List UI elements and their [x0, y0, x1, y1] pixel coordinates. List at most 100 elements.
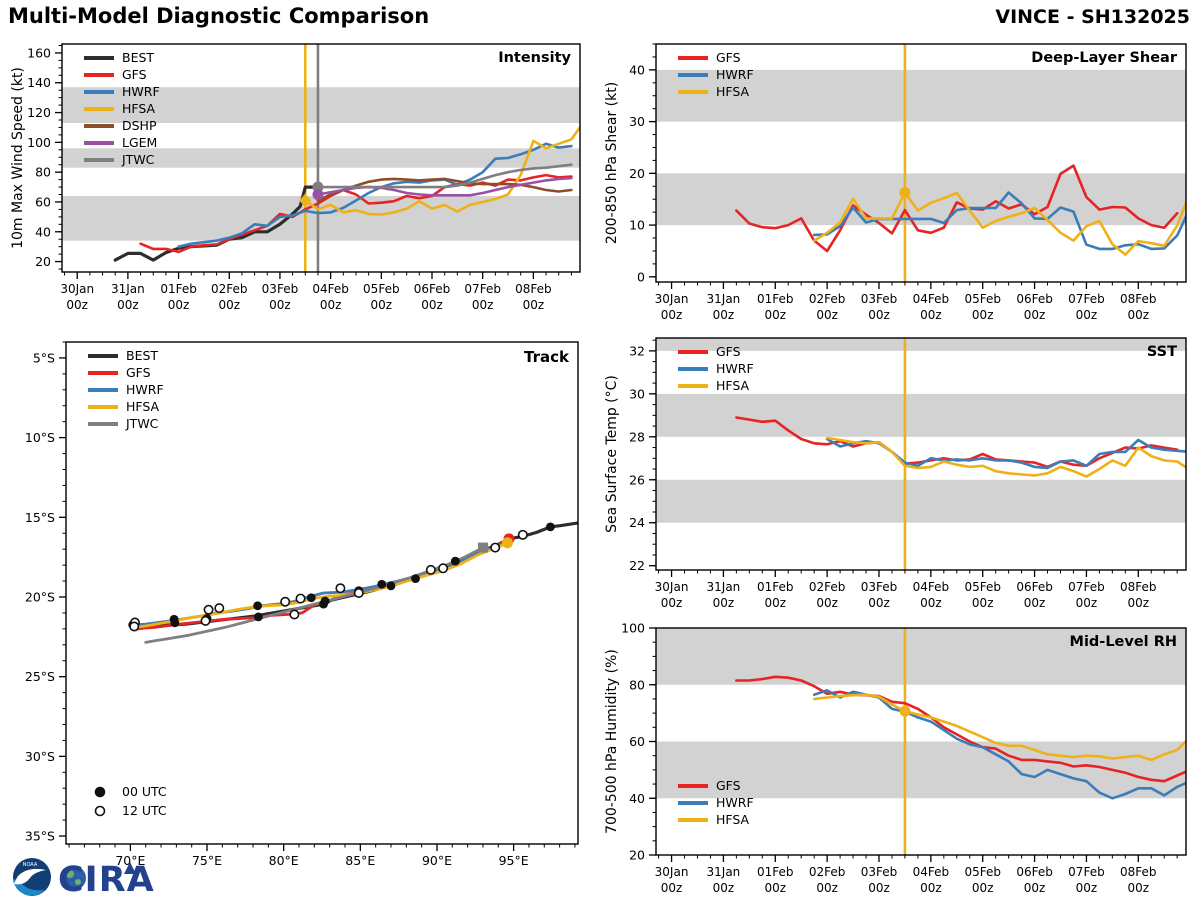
intensity-ytick-label: 60: [35, 194, 51, 209]
sst-xtick-date: 07Feb: [1068, 580, 1105, 594]
sst-xtick-date: 02Feb: [809, 580, 846, 594]
track-legend-hfsa: HFSA: [88, 399, 160, 414]
sst-xtick-hour: 00z: [661, 596, 683, 610]
sst-y-axis-title: Sea Surface Temp (°C): [604, 375, 620, 533]
track-00utc-dot: [253, 601, 263, 611]
shear-xtick-date: 07Feb: [1068, 292, 1105, 306]
sst-xtick-hour: 00z: [764, 596, 786, 610]
intensity-legend-lgem: LGEM: [84, 135, 157, 150]
footer-logos: NOAA CIRA: [13, 858, 155, 900]
track-00utc-dot: [306, 593, 316, 603]
track-xtick-label: 70°E: [115, 853, 145, 868]
shear-xtick-date: 06Feb: [1016, 292, 1053, 306]
sst-ytick-label: 26: [629, 472, 645, 487]
rh-ytick-label: 80: [629, 677, 645, 692]
intensity-series-jtwc-line: [316, 163, 573, 189]
intensity-ytick-label: 140: [27, 75, 51, 90]
track-xtick-label: 80°E: [269, 853, 299, 868]
track-00utc-dot: [170, 618, 180, 628]
filled-dot-icon: [94, 786, 106, 798]
track-ytick-label: 35°S: [25, 829, 55, 844]
track-legend-label-hfsa: HFSA: [126, 399, 160, 414]
shear-xtick-date: 03Feb: [861, 292, 898, 306]
track-marker-legend-12utc: 12 UTC: [94, 803, 167, 818]
panel-sst: 30Jan 00z 31Jan 00z 01Feb 00z 02Feb 00z 03Feb 00z…: [604, 337, 1187, 610]
intensity-legend-label-lgem: LGEM: [122, 135, 157, 150]
shear-xtick-hour: 00z: [713, 308, 735, 322]
track-plot-frame: [65, 341, 579, 845]
init-marker-dot-icon: [501, 537, 513, 549]
rh-ytick-label: 40: [629, 791, 645, 806]
rh-ytick-label: 20: [629, 848, 645, 863]
sst-series-hfsa-line: [825, 436, 1186, 478]
intensity-legend-label-hwrf: HWRF: [122, 84, 160, 99]
sst-xtick-date: 06Feb: [1016, 580, 1053, 594]
track-12utc-dot: [517, 529, 528, 540]
track-ytick-label: 10°S: [25, 430, 55, 445]
sst-xtick-date: 08Feb: [1120, 580, 1157, 594]
rh-xtick-date: 01Feb: [757, 865, 794, 879]
shear-xtick-hour: 00z: [764, 308, 786, 322]
shear-series-hfsa-line: [812, 191, 1186, 256]
sst-category-band: [656, 479, 1186, 523]
shear-xtick-hour: 00z: [816, 308, 838, 322]
rh-ytick-label: 60: [629, 734, 645, 749]
intensity-y-axis-title: 10m Max Wind Speed (kt): [10, 67, 26, 249]
shear-xtick-hour: 00z: [868, 308, 890, 322]
track-ytick-label: 15°S: [25, 510, 55, 525]
intensity-xtick-hour: 00z: [168, 298, 190, 312]
sst-xtick-date: 30Jan: [655, 580, 689, 594]
intensity-legend-hfsa: HFSA: [84, 101, 156, 116]
intensity-xtick-date: 08Feb: [515, 282, 552, 296]
shear-ytick-label: 0: [637, 269, 645, 284]
track-12utc-dot: [200, 615, 211, 626]
shear-ytick-label: 40: [629, 62, 645, 77]
track-12utc-dot: [438, 563, 449, 574]
rh-y-axis-title: 700-500 hPa Humidity (%): [604, 649, 620, 834]
marker-legend-label: 12 UTC: [122, 803, 167, 818]
rh-xtick-date: 07Feb: [1068, 865, 1105, 879]
sst-xtick-hour: 00z: [972, 596, 994, 610]
rh-category-band: [656, 628, 1186, 685]
shear-plot-frame: [655, 43, 1187, 283]
intensity-xtick-date: 05Feb: [363, 282, 400, 296]
rh-legend-gfs: GFS: [678, 778, 741, 793]
sst-xtick-date: 31Jan: [707, 580, 741, 594]
track-xtick-label: 90°E: [422, 853, 452, 868]
init-marker-dot-icon: [899, 186, 911, 198]
intensity-xtick-date: 07Feb: [464, 282, 501, 296]
track-series-jtwc-line: [144, 546, 485, 644]
track-xtick-label: 75°E: [192, 853, 222, 868]
rh-ytick-label: 100: [621, 621, 645, 636]
shear-category-band: [656, 173, 1186, 226]
track-legend-label-hwrf: HWRF: [126, 382, 164, 397]
track-00utc-dot: [411, 574, 420, 584]
shear-series-gfs-line: [735, 164, 1179, 253]
rh-xtick-hour: 00z: [764, 881, 786, 895]
cira-logo-icon: CIRA: [58, 860, 155, 900]
shear-xtick-date: 31Jan: [707, 292, 741, 306]
noaa-logo-icon: NOAA: [13, 858, 51, 896]
rh-xtick-hour: 00z: [920, 881, 942, 895]
shear-ytick-label: 20: [629, 166, 645, 181]
intensity-category-band: [62, 196, 580, 241]
shear-panel-title: Deep-Layer Shear: [1031, 50, 1178, 66]
shear-xtick-hour: 00z: [1024, 308, 1046, 322]
rh-xtick-hour: 00z: [713, 881, 735, 895]
intensity-category-band: [62, 148, 580, 168]
intensity-xtick-date: 04Feb: [312, 282, 349, 296]
intensity-series-hwrf-line: [177, 142, 573, 248]
rh-legend-label-hwrf: HWRF: [716, 795, 754, 810]
intensity-series-dshp-line: [316, 177, 573, 202]
shear-xtick-hour: 00z: [1076, 308, 1098, 322]
shear-xtick-date: 04Feb: [913, 292, 950, 306]
intensity-ytick-label: 120: [27, 105, 51, 120]
sst-xtick-hour: 00z: [1128, 596, 1150, 610]
intensity-panel-title: Intensity: [498, 50, 571, 66]
track-12utc-dot: [335, 583, 346, 594]
cira-text: CIRA: [58, 860, 155, 900]
track-00utc-dot: [450, 556, 460, 566]
track-ytick-label: 20°S: [25, 589, 55, 604]
